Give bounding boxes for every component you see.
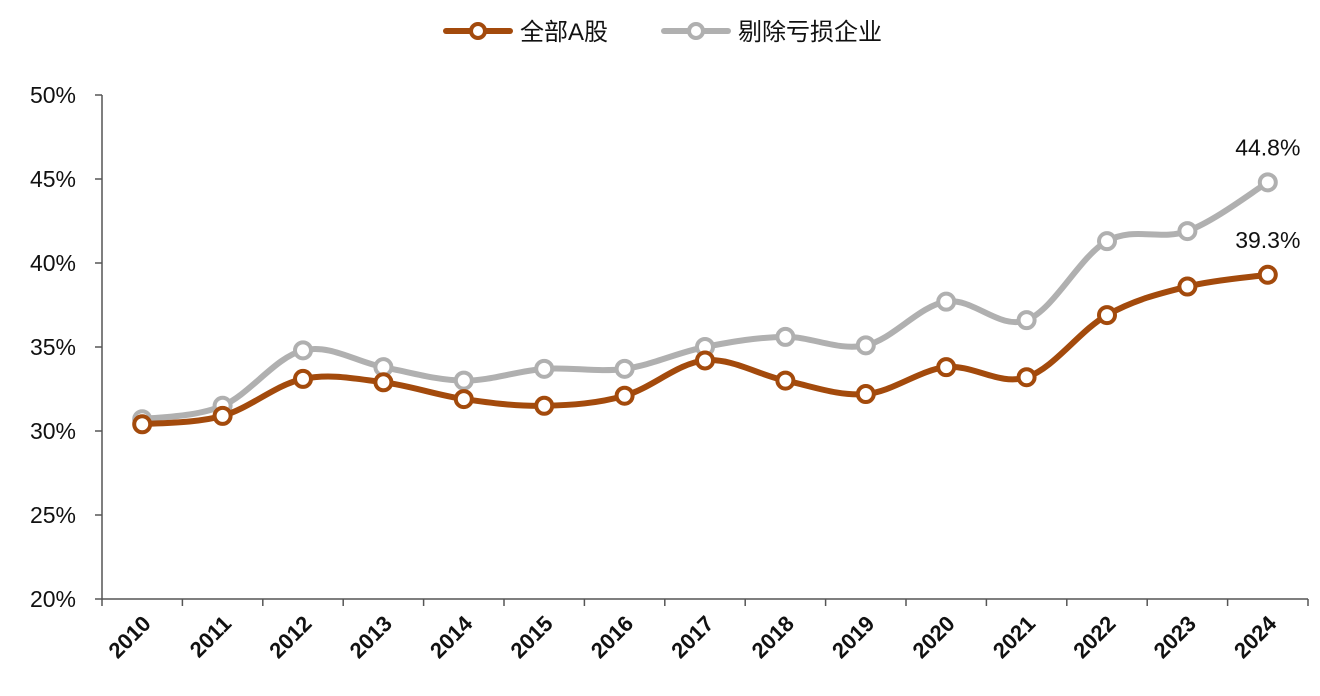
data-point — [1016, 367, 1037, 388]
data-point — [614, 358, 635, 379]
x-tick-label: 2011 — [185, 611, 236, 662]
data-point — [1257, 172, 1278, 193]
x-tick-label: 2019 — [827, 611, 879, 663]
data-point — [293, 340, 313, 361]
legend-label: 剔除亏损企业 — [738, 19, 882, 46]
x-tick-label: 2012 — [264, 611, 316, 663]
data-point — [775, 326, 796, 347]
y-tick-label: 45% — [30, 166, 76, 192]
data-point — [293, 368, 313, 389]
x-tick-label: 2022 — [1068, 611, 1120, 663]
data-point — [1177, 276, 1198, 297]
legend-label: 全部A股 — [520, 19, 608, 46]
data-point — [453, 389, 474, 410]
x-tick-label: 2017 — [666, 611, 718, 663]
data-point — [695, 350, 715, 371]
series-all-a-shares — [132, 264, 1278, 435]
data-point — [775, 370, 796, 391]
data-labels: 44.8% 39.3% — [1235, 134, 1300, 252]
data-point — [212, 405, 233, 426]
x-tick-label: 2015 — [505, 611, 557, 663]
series-excl-loss-making — [132, 172, 1278, 430]
data-point — [855, 335, 876, 356]
x-tick-label: 2013 — [345, 611, 397, 663]
y-tick-label: 25% — [30, 502, 76, 528]
data-point — [936, 291, 957, 312]
data-point — [1016, 310, 1037, 331]
data-point — [534, 395, 555, 416]
x-tick-label: 2024 — [1229, 610, 1282, 663]
x-tick-label: 2010 — [103, 611, 155, 663]
data-point — [614, 385, 635, 406]
legend: 全部A股 剔除亏损企业 — [443, 19, 882, 46]
x-tick-label: 2020 — [907, 611, 959, 663]
data-point — [855, 384, 876, 405]
data-point — [1257, 264, 1278, 285]
data-label: 44.8% — [1235, 134, 1300, 160]
legend-swatch-marker — [469, 22, 487, 40]
data-point — [132, 414, 153, 435]
x-tick-label: 2021 — [988, 611, 1040, 663]
data-point — [534, 358, 555, 379]
x-tick-label: 2018 — [747, 611, 799, 663]
data-point — [1097, 305, 1117, 326]
legend-item: 剔除亏损企业 — [661, 19, 882, 46]
legend-swatch-marker — [687, 22, 705, 40]
series-layer — [132, 172, 1278, 435]
data-point — [936, 357, 957, 378]
legend-item: 全部A股 — [443, 19, 608, 46]
data-point — [1097, 231, 1117, 252]
data-point — [453, 370, 474, 391]
y-tick-label: 20% — [30, 586, 76, 612]
data-label: 39.3% — [1235, 227, 1300, 253]
x-tick-label: 2016 — [586, 611, 638, 663]
y-tick-label: 50% — [30, 82, 76, 108]
y-tick-label: 30% — [30, 418, 76, 444]
x-tick-label: 2014 — [425, 610, 478, 663]
data-point — [1177, 221, 1198, 242]
y-tick-label: 35% — [30, 334, 76, 360]
x-tick-label: 2023 — [1149, 611, 1201, 663]
y-tick-label: 40% — [30, 250, 76, 276]
data-point — [373, 372, 394, 393]
